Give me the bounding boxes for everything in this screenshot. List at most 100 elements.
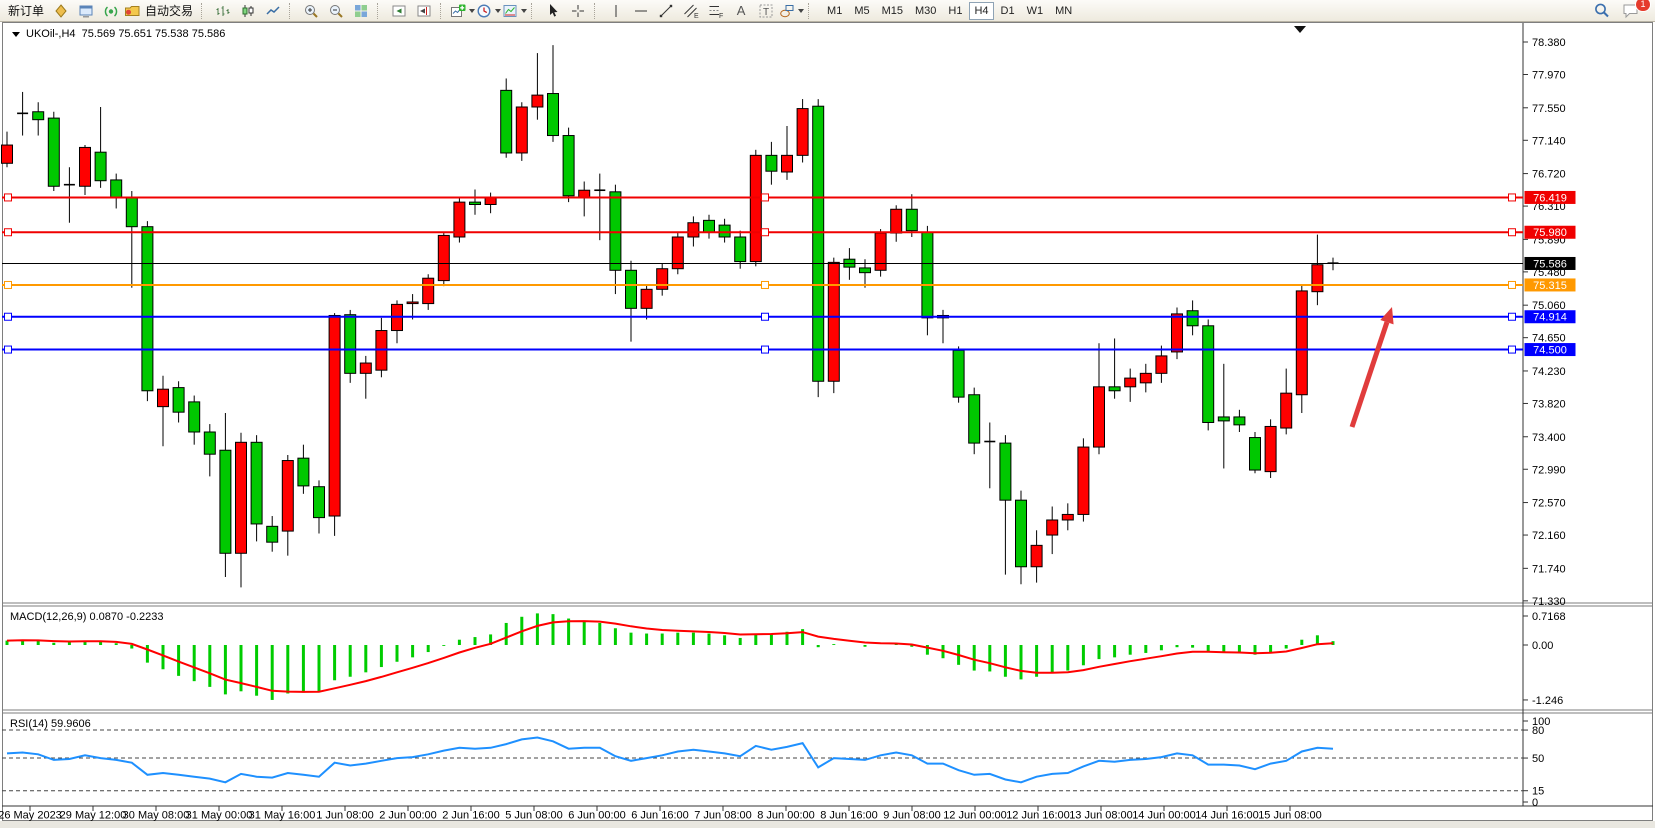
arrow-head[interactable] (1380, 307, 1394, 325)
arrow-shaft[interactable] (1349, 321, 1390, 428)
rsi-level-label: 100 (1532, 716, 1550, 728)
bear-candle (859, 267, 871, 274)
search-button[interactable] (1589, 1, 1613, 21)
hline-handle[interactable] (4, 312, 12, 321)
chart-canvas[interactable]: 78.38077.97077.55077.14076.72076.31075.8… (0, 22, 1655, 828)
text-label-button[interactable]: T (754, 1, 778, 21)
date-label: 6 Jun 00:00 (568, 810, 626, 822)
hline-handle[interactable] (1508, 312, 1516, 321)
price-axis-label: 73.820 (1532, 398, 1566, 410)
hline-handle[interactable] (1508, 193, 1516, 202)
notifications-button[interactable]: 1 (1619, 0, 1651, 21)
arrow-annotation[interactable] (1349, 307, 1394, 428)
crosshair-button[interactable] (566, 1, 590, 21)
bull-candle (437, 234, 450, 282)
market-button[interactable] (49, 1, 73, 21)
new-chart-dropdown-button[interactable] (450, 1, 476, 21)
bull-candle (749, 154, 762, 263)
date-label: 12 Jun 00:00 (943, 810, 1007, 822)
timeframe-button-M5[interactable]: M5 (854, 4, 870, 17)
bear-candle (469, 201, 481, 205)
horizontal-line-button[interactable] (629, 1, 653, 21)
price-badge-label: 75.586 (1533, 258, 1567, 270)
date-label: 14 Jun 16:00 (1195, 810, 1259, 822)
bull-candle (1124, 377, 1137, 388)
timeframe-button-MN[interactable]: MN (1055, 4, 1073, 17)
bull-candle (1, 144, 13, 164)
timeframe-button-M15[interactable]: M15 (881, 4, 903, 17)
price-axis-label: 72.990 (1532, 464, 1566, 476)
hline-handle[interactable] (1508, 280, 1516, 289)
hline-handle[interactable] (761, 193, 769, 202)
bear-candle (219, 449, 232, 554)
terminal-button[interactable] (74, 1, 98, 21)
clock-icon (476, 3, 492, 19)
price-axis-label: 77.970 (1532, 69, 1566, 81)
fibo-letter-glyph: F (719, 13, 723, 19)
chart-menu-arrow-icon[interactable] (12, 31, 20, 37)
timeframe-button-D1[interactable]: D1 (1000, 4, 1015, 17)
chart-frame (2, 22, 1653, 821)
bear-candle (313, 486, 325, 519)
hline-handle[interactable] (4, 280, 12, 289)
hline-handle[interactable] (4, 345, 12, 354)
channel-icon: E (683, 3, 699, 19)
hline-handle[interactable] (761, 345, 769, 354)
new-chart-icon (450, 3, 466, 19)
period-dropdown-button[interactable] (476, 1, 502, 21)
hline-handle[interactable] (761, 312, 769, 321)
cursor-button[interactable] (541, 1, 565, 21)
macd-scale-label: 0.00 (1532, 640, 1553, 652)
bull-candle (281, 460, 294, 532)
price-badge-label: 74.500 (1533, 345, 1567, 357)
new-order-button[interactable]: 新订单 (8, 4, 45, 18)
chart-shift-icon (416, 3, 432, 19)
auto-scroll-button[interactable] (387, 1, 411, 21)
line-chart-mode-button[interactable] (261, 1, 285, 21)
date-label: 8 Jun 00:00 (757, 810, 815, 822)
hline-handle[interactable] (761, 228, 769, 237)
date-label: 26 May 2023 (0, 810, 62, 822)
timeframe-button-H1[interactable]: H1 (948, 4, 963, 17)
hline-handle[interactable] (4, 228, 12, 237)
bar-chart-mode-button[interactable] (211, 1, 235, 21)
chart-shift-button[interactable] (412, 1, 436, 21)
trendline-button[interactable] (654, 1, 678, 21)
chart-shift-marker[interactable] (1294, 26, 1306, 33)
shapes-dropdown-button[interactable] (779, 1, 805, 21)
bull-candle (531, 94, 544, 108)
timeframe-button-H4[interactable]: H4 (969, 1, 994, 20)
bear-candle (500, 89, 513, 154)
equidistant-channel-button[interactable]: E (679, 1, 703, 21)
bear-candle (812, 105, 825, 382)
tile-windows-button[interactable] (349, 1, 373, 21)
label-letter-glyph: T (763, 7, 769, 18)
hline-handle[interactable] (1508, 228, 1516, 237)
hline-handle[interactable] (1508, 345, 1516, 354)
bull-candle (1280, 392, 1293, 429)
timeframe-button-M1[interactable]: M1 (827, 4, 843, 17)
terminal-window-icon (78, 3, 94, 19)
macd-scale-label: -1.246 (1532, 695, 1563, 707)
fibonacci-button[interactable]: F (704, 1, 728, 21)
auto-trading-button[interactable]: 自动交易 (124, 1, 197, 21)
hline-handle[interactable] (4, 193, 12, 202)
candlestick-mode-button[interactable] (236, 1, 260, 21)
price-badge (1524, 190, 1576, 204)
zoom-in-button[interactable] (299, 1, 323, 21)
vertical-line-button[interactable] (604, 1, 628, 21)
date-label: 6 Jun 16:00 (631, 810, 689, 822)
signals-button[interactable] (99, 1, 123, 21)
timeframe-button-M30[interactable]: M30 (915, 4, 937, 17)
templates-dropdown-button[interactable] (502, 1, 528, 21)
price-badge-label: 76.419 (1533, 192, 1567, 204)
chart-template-icon (502, 3, 518, 19)
text-tool-button[interactable]: A (729, 1, 753, 21)
price-badge-label: 75.315 (1533, 280, 1567, 292)
crosshair-icon (570, 3, 586, 19)
toolbar-separator (377, 2, 383, 19)
hline-handle[interactable] (761, 280, 769, 289)
timeframe-button-W1[interactable]: W1 (1026, 4, 1044, 17)
zoom-out-button[interactable] (324, 1, 348, 21)
